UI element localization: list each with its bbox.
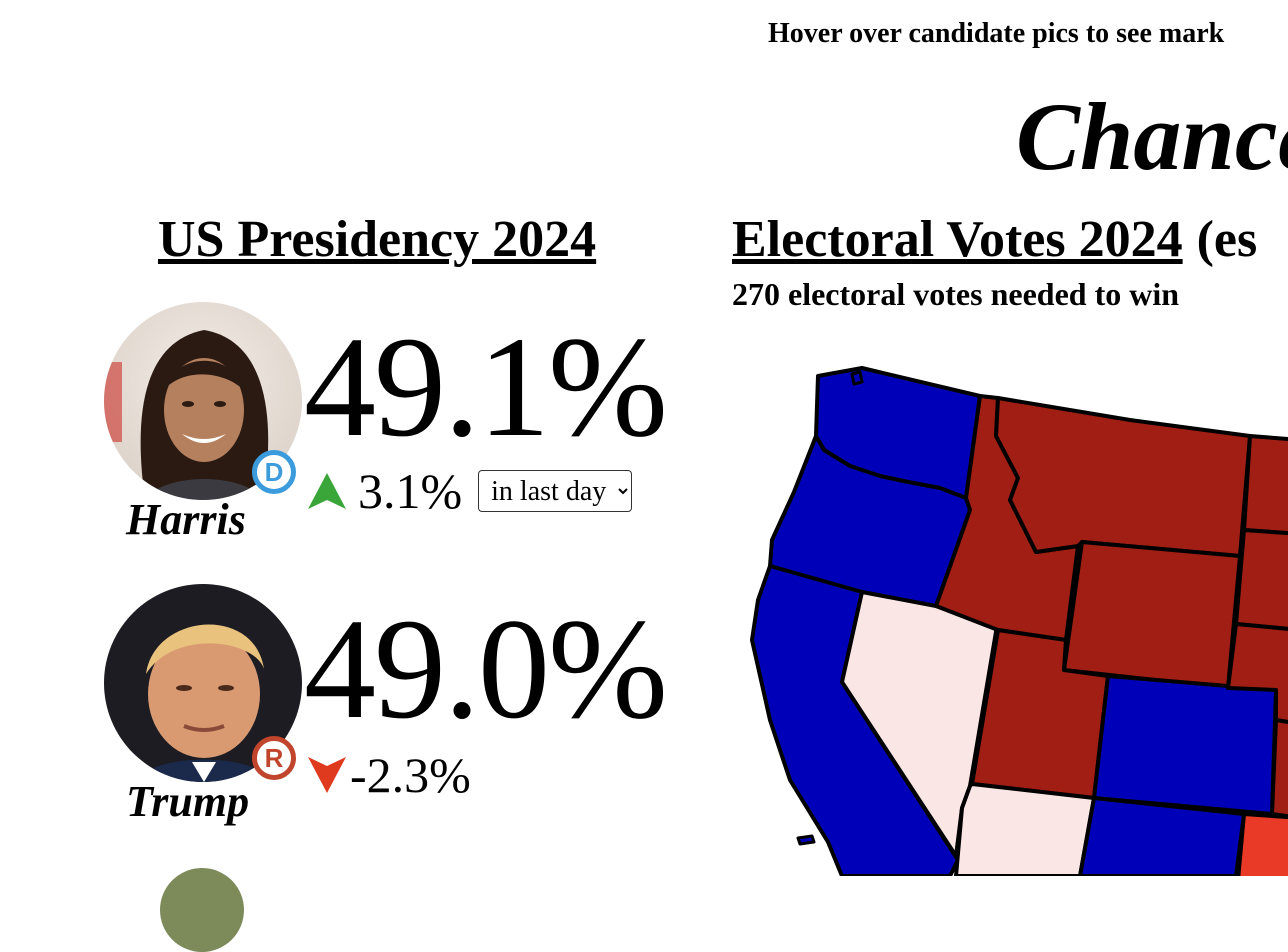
state-new-mexico[interactable]	[1078, 796, 1246, 876]
page-title: Chance	[1016, 83, 1288, 190]
republican-icon: R	[252, 736, 296, 780]
state-texas[interactable]	[1236, 812, 1288, 876]
candidate-trump: R Trump 49.0% -2.3%	[104, 584, 704, 834]
state-wyoming[interactable]	[1062, 540, 1242, 690]
harris-change-row: 3.1% in last day	[306, 463, 633, 519]
hover-hint: Hover over candidate pics to see mark	[768, 18, 1225, 49]
up-arrow-icon	[308, 473, 346, 509]
candidate-harris: D Harris 49.1% 3.1% in last day	[104, 302, 704, 552]
period-select[interactable]: in last day	[478, 470, 633, 512]
harris-change: 3.1%	[358, 463, 463, 519]
island-san-juan	[850, 370, 864, 386]
island-channel	[796, 834, 816, 846]
down-arrow-icon	[308, 757, 346, 793]
trump-change: -2.3%	[350, 747, 471, 803]
state-south-dakota[interactable]	[1234, 528, 1288, 631]
trump-name: Trump	[126, 777, 250, 826]
electoral-title-suffix: (es	[1196, 211, 1258, 268]
candidate-avatar-partial[interactable]	[160, 868, 244, 952]
state-montana[interactable]	[994, 396, 1252, 558]
electoral-map	[740, 350, 1288, 876]
trump-avatar[interactable]	[104, 584, 302, 782]
state-north-dakota[interactable]	[1242, 434, 1288, 536]
trump-percent: 49.0%	[304, 590, 668, 749]
trump-change-row: -2.3%	[306, 750, 471, 800]
democrat-icon: D	[252, 450, 296, 494]
electoral-title-row: Electoral Votes 2024 (es	[732, 210, 1257, 270]
electoral-title[interactable]: Electoral Votes 2024	[732, 211, 1183, 268]
harris-name: Harris	[126, 495, 246, 544]
state-arizona[interactable]	[954, 782, 1096, 876]
harris-avatar[interactable]	[104, 302, 302, 500]
harris-percent: 49.1%	[304, 308, 668, 467]
presidency-title[interactable]: US Presidency 2024	[158, 211, 597, 268]
state-kansas[interactable]	[1270, 718, 1288, 819]
votes-needed-note: 270 electoral votes needed to win	[732, 276, 1180, 312]
state-colorado[interactable]	[1092, 674, 1278, 816]
